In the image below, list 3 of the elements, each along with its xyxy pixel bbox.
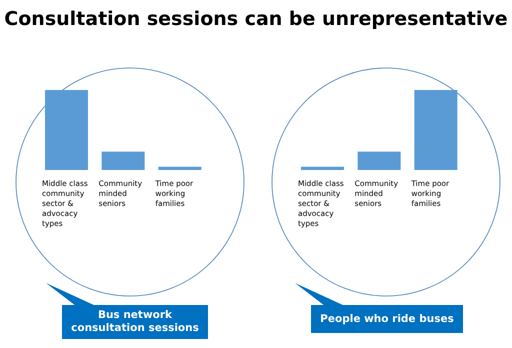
text: Consultation sessions can be unrepresentative [3,8,509,30]
text: People who ride buses [320,312,454,326]
text: Bus network consultation sessions [71,309,199,335]
